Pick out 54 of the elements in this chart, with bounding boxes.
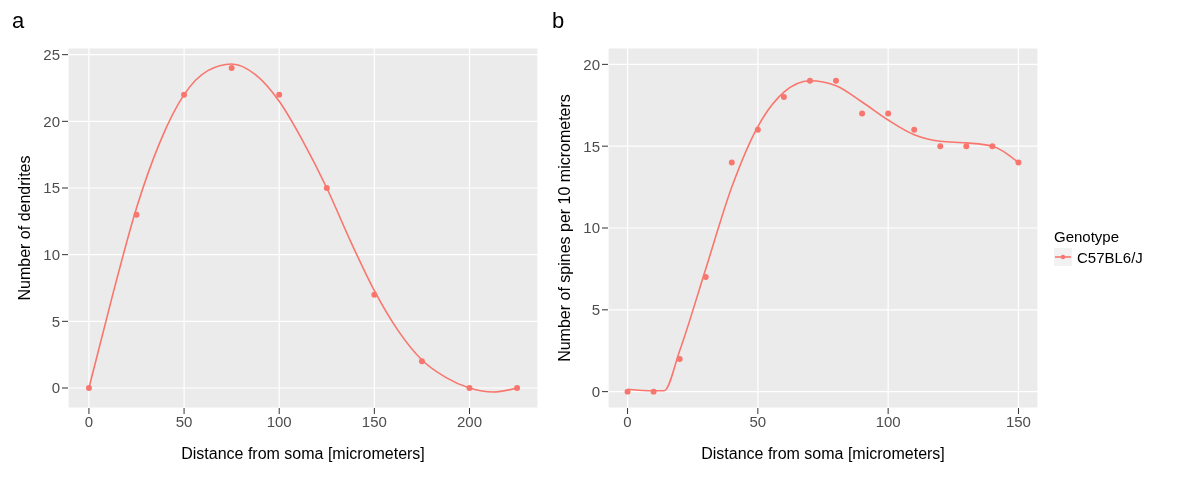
point [885, 110, 892, 117]
y-tick-label: 15 [583, 137, 600, 155]
point [963, 143, 970, 150]
point [754, 126, 761, 133]
point [859, 110, 866, 117]
y-tick-label: 10 [43, 245, 60, 263]
x-tick-label: 0 [84, 412, 94, 430]
x-axis-title: Distance from soma [micrometers] [181, 445, 425, 463]
point [728, 159, 735, 166]
chart-title: b [552, 8, 566, 35]
x-tick-label: 100 [875, 412, 901, 430]
point [989, 143, 996, 150]
y-tick-label: 20 [43, 112, 60, 130]
y-tick-label: 5 [51, 312, 60, 330]
point [181, 91, 188, 98]
x-tick-label: 200 [456, 412, 483, 430]
point [702, 274, 709, 281]
x-tick-label: 50 [175, 412, 193, 430]
point [937, 143, 944, 150]
point [85, 385, 92, 391]
x-tick-label: 0 [623, 412, 632, 430]
point [371, 291, 378, 298]
x-tick-label: 100 [266, 412, 292, 430]
y-tick-label: 10 [583, 219, 600, 237]
chart-title: a [12, 8, 26, 35]
point [911, 126, 918, 133]
x-tick-label: 50 [749, 412, 767, 430]
point [676, 355, 683, 362]
y-tick-label: 20 [583, 55, 600, 73]
y-tick-label: 0 [51, 379, 60, 397]
y-tick-label: 0 [591, 382, 600, 400]
point [133, 211, 140, 218]
y-axis-title: Number of dendrites [15, 155, 33, 301]
legend-label: C57BL6/J [1077, 248, 1143, 266]
y-tick-label: 5 [591, 301, 600, 319]
point [806, 77, 813, 84]
x-axis-title: Distance from soma [micrometers] [701, 445, 945, 463]
point [228, 65, 235, 71]
legend-title: Genotype [1054, 228, 1121, 245]
point [650, 388, 657, 395]
point [514, 385, 521, 391]
point [466, 385, 473, 391]
point [323, 185, 330, 191]
point [780, 94, 787, 101]
x-tick-label: 150 [361, 412, 387, 430]
point [833, 77, 840, 84]
y-axis-title: Number of spines per 10 micrometers [555, 94, 573, 362]
point [624, 388, 631, 395]
point [1015, 159, 1022, 166]
point [276, 91, 283, 98]
x-tick-label: 150 [1005, 412, 1031, 430]
y-tick-label: 25 [43, 45, 60, 63]
y-tick-label: 15 [43, 179, 60, 197]
point [418, 358, 425, 365]
